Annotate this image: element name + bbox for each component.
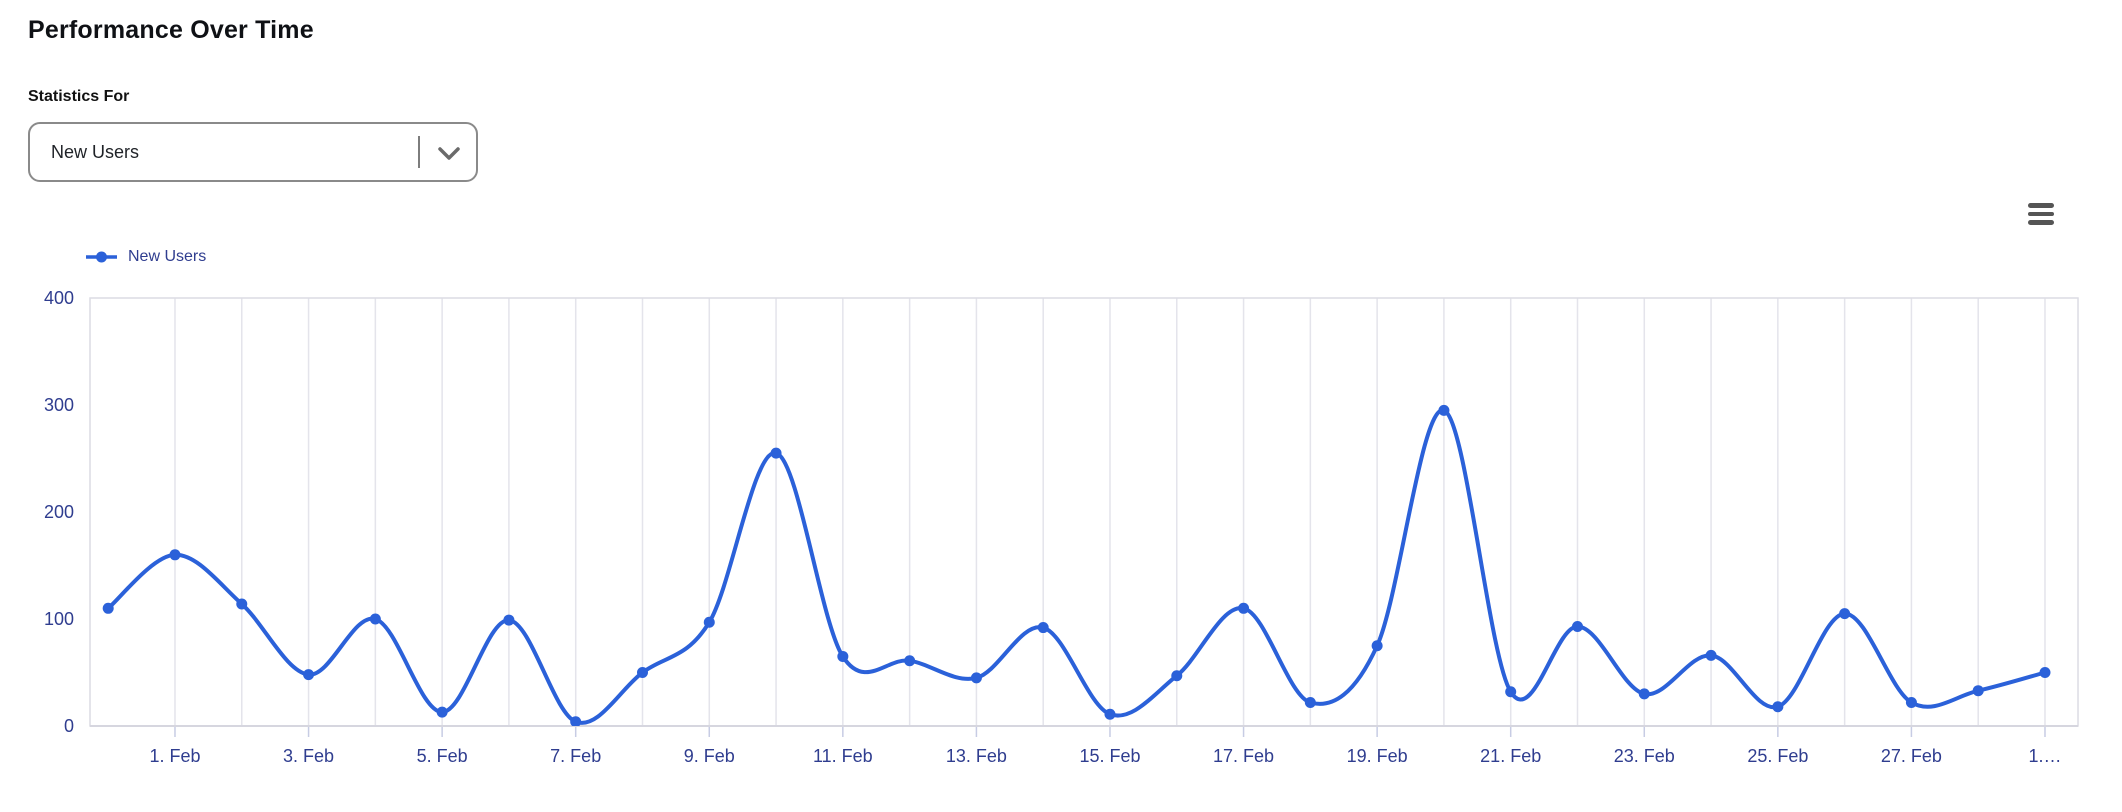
data-point-marker[interactable] (1772, 701, 1784, 713)
data-point-marker[interactable] (1104, 708, 1116, 720)
data-point-marker[interactable] (1705, 649, 1717, 661)
x-tick-label: 1. Feb (149, 746, 200, 766)
legend-marker-icon (86, 251, 117, 263)
data-point-marker[interactable] (102, 602, 114, 614)
data-point-marker[interactable] (2039, 667, 2051, 678)
data-point-marker[interactable] (303, 669, 315, 681)
data-point-marker[interactable] (503, 614, 515, 626)
x-tick-label: 1.… (2028, 746, 2061, 766)
data-point-marker[interactable] (1438, 404, 1450, 416)
data-point-marker[interactable] (436, 706, 448, 718)
dropdown-selected-value: New Users (51, 141, 140, 162)
series-new-users (102, 404, 2051, 727)
y-tick-label: 200 (44, 502, 74, 522)
data-point-marker[interactable] (1304, 696, 1316, 708)
y-tick-label: 400 (44, 288, 74, 308)
legend-item-new-users[interactable]: New Users (85, 245, 206, 269)
series-line (106, 408, 2047, 725)
data-point-marker[interactable] (837, 650, 849, 662)
x-tick-label: 15. Feb (1079, 746, 1140, 766)
x-tick-label: 3. Feb (283, 746, 334, 766)
plot-border (89, 297, 2079, 727)
data-point-marker[interactable] (770, 447, 782, 459)
data-point-marker[interactable] (1238, 602, 1250, 614)
hamburger-menu-icon (2028, 203, 2054, 208)
y-tick-label: 100 (44, 609, 74, 629)
data-point-marker[interactable] (169, 549, 181, 561)
x-tick-label: 23. Feb (1614, 746, 1675, 766)
y-tick-label: 0 (64, 716, 74, 736)
data-point-marker[interactable] (236, 598, 248, 610)
data-point-marker[interactable] (1638, 688, 1650, 700)
x-tick-label: 21. Feb (1480, 746, 1541, 766)
x-tick-label: 17. Feb (1213, 746, 1274, 766)
x-tick-label: 7. Feb (550, 746, 601, 766)
data-point-marker[interactable] (1037, 622, 1049, 634)
data-point-marker[interactable] (1371, 640, 1383, 652)
chevron-down-icon (438, 147, 460, 160)
x-tick-label: 9. Feb (684, 746, 735, 766)
page-title: Performance Over Time (28, 16, 314, 44)
legend-label: New Users (128, 248, 207, 265)
data-point-marker[interactable] (636, 667, 648, 678)
chart-context-menu-button[interactable] (2016, 196, 2066, 232)
data-point-marker[interactable] (1972, 685, 1984, 697)
x-tick-label: 11. Feb (813, 746, 873, 766)
x-tick-label: 19. Feb (1347, 746, 1408, 766)
data-point-marker[interactable] (1505, 686, 1517, 698)
x-tick-label: 25. Feb (1747, 746, 1808, 766)
data-point-marker[interactable] (1839, 608, 1851, 620)
data-point-marker[interactable] (1905, 696, 1917, 708)
data-point-marker[interactable] (970, 672, 982, 684)
data-point-marker[interactable] (1571, 620, 1583, 632)
data-point-marker[interactable] (703, 616, 715, 628)
data-point-marker[interactable] (570, 716, 582, 727)
x-tick-label: 5. Feb (417, 746, 468, 766)
dropdown-divider (418, 136, 420, 168)
data-point-marker[interactable] (369, 613, 381, 625)
x-tick-label: 27. Feb (1881, 746, 1942, 766)
statistics-for-select[interactable]: New Users (28, 122, 478, 182)
statistics-for-label: Statistics For (28, 88, 130, 105)
data-point-marker[interactable] (1171, 670, 1183, 682)
y-tick-label: 300 (44, 395, 74, 415)
x-tick-label: 13. Feb (946, 746, 1007, 766)
data-point-marker[interactable] (904, 655, 916, 667)
